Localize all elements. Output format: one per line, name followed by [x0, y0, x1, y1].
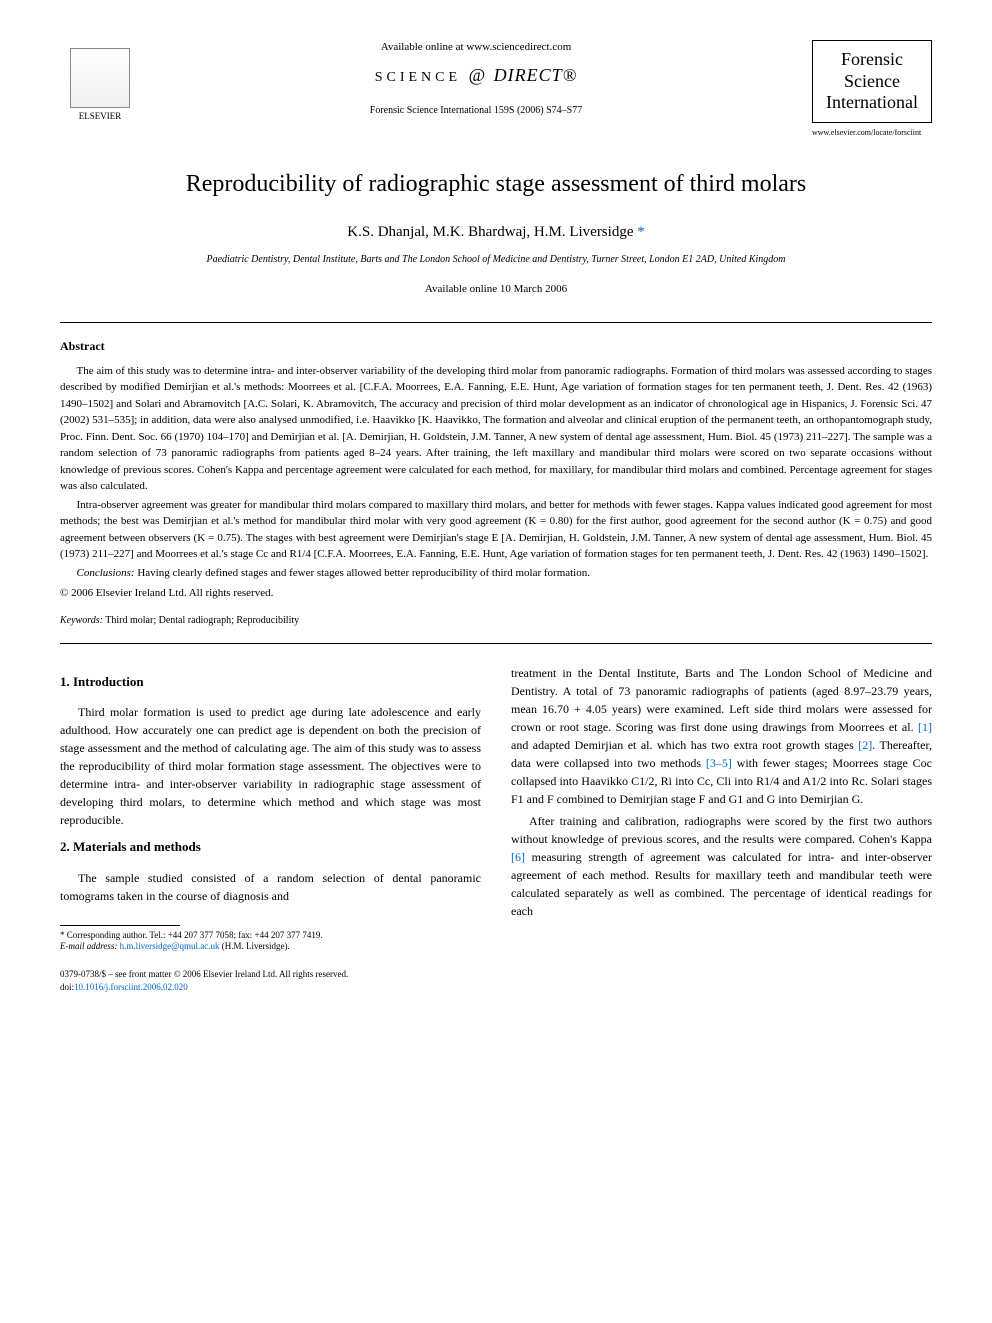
ref-3-5[interactable]: [3–5] — [706, 756, 732, 770]
right-column: treatment in the Dental Institute, Barts… — [511, 664, 932, 953]
publisher-name: ELSEVIER — [79, 110, 122, 123]
email-label: E-mail address: — [60, 941, 117, 951]
doi-line: doi:10.1016/j.forsciint.2006.02.020 — [60, 981, 932, 994]
sd-text-science: SCIENCE — [375, 70, 461, 85]
elsevier-tree-icon — [70, 48, 130, 108]
doi-footer: 0379-0738/$ – see front matter © 2006 El… — [60, 968, 932, 993]
journal-citation: Forensic Science International 159S (200… — [160, 104, 792, 118]
methods-para-1: The sample studied consisted of a random… — [60, 869, 481, 905]
methods-p3-end: measuring strength of agreement was calc… — [511, 850, 932, 918]
abstract-body: The aim of this study was to determine i… — [60, 363, 932, 602]
email-footnote: E-mail address: h.m.liversidge@qmul.ac.u… — [60, 941, 481, 953]
ref-2[interactable]: [2] — [858, 738, 872, 752]
methods-para-3: After training and calibration, radiogra… — [511, 812, 932, 920]
corresponding-footnote: * Corresponding author. Tel.: +44 207 37… — [60, 930, 481, 942]
header-row: ELSEVIER Available online at www.science… — [60, 40, 932, 138]
methods-para-2: treatment in the Dental Institute, Barts… — [511, 664, 932, 808]
left-column: 1. Introduction Third molar formation is… — [60, 664, 481, 953]
journal-url[interactable]: www.elsevier.com/locate/forsciint — [812, 127, 932, 138]
date-available: Available online 10 March 2006 — [60, 282, 932, 297]
abstract-heading: Abstract — [60, 338, 932, 355]
methods-p2-start: treatment in the Dental Institute, Barts… — [511, 666, 932, 734]
abstract-conclusions: Conclusions: Having clearly defined stag… — [60, 565, 932, 582]
divider-top — [60, 322, 932, 323]
article-title: Reproducibility of radiographic stage as… — [60, 168, 932, 202]
sd-direct-text: DIRECT® — [494, 65, 578, 85]
abstract-para-1: The aim of this study was to determine i… — [60, 363, 932, 495]
ref-1[interactable]: [1] — [918, 720, 932, 734]
keywords-label: Keywords: — [60, 615, 103, 626]
intro-text: Third molar formation is used to predict… — [60, 703, 481, 829]
elsevier-logo: ELSEVIER — [60, 40, 140, 130]
keywords-line: Keywords: Third molar; Dental radiograph… — [60, 614, 932, 628]
footnote-divider — [60, 925, 180, 926]
available-online-text: Available online at www.sciencedirect.co… — [160, 40, 792, 55]
journal-name-2: Science — [817, 71, 927, 93]
issn-line: 0379-0738/$ – see front matter © 2006 El… — [60, 968, 932, 981]
affiliation: Paediatric Dentistry, Dental Institute, … — [60, 253, 932, 267]
ref-6[interactable]: [6] — [511, 850, 525, 864]
journal-box-container: Forensic Science International www.elsev… — [812, 40, 932, 138]
journal-box: Forensic Science International — [812, 40, 932, 123]
doi-link[interactable]: 10.1016/j.forsciint.2006.02.020 — [74, 982, 188, 992]
divider-bottom — [60, 643, 932, 644]
methods-heading: 2. Materials and methods — [60, 837, 481, 857]
methods-p2-mid1: and adapted Demirjian et al. which has t… — [511, 738, 858, 752]
methods-p3-start: After training and calibration, radiogra… — [511, 814, 932, 846]
corresponding-star: * — [637, 224, 645, 240]
conclusions-text: Having clearly defined stages and fewer … — [135, 567, 590, 579]
abstract-para-2: Intra-observer agreement was greater for… — [60, 497, 932, 563]
copyright-line: © 2006 Elsevier Ireland Ltd. All rights … — [60, 585, 932, 602]
journal-name-3: International — [817, 92, 927, 114]
sciencedirect-logo: SCIENCE @ DIRECT® — [160, 63, 792, 88]
doi-label: doi: — [60, 982, 74, 992]
email-suffix: (H.M. Liversidge). — [219, 941, 289, 951]
authors-names: K.S. Dhanjal, M.K. Bhardwaj, H.M. Livers… — [347, 224, 633, 240]
conclusions-label: Conclusions: — [77, 567, 135, 579]
journal-name-1: Forensic — [817, 49, 927, 71]
intro-heading: 1. Introduction — [60, 672, 481, 692]
center-header: Available online at www.sciencedirect.co… — [140, 40, 812, 118]
authors-line: K.S. Dhanjal, M.K. Bhardwaj, H.M. Livers… — [60, 222, 932, 243]
email-link[interactable]: h.m.liversidge@qmul.ac.uk — [117, 941, 219, 951]
body-columns: 1. Introduction Third molar formation is… — [60, 664, 932, 953]
keywords-text: Third molar; Dental radiograph; Reproduc… — [103, 615, 299, 626]
sd-text-direct: @ — [469, 65, 487, 85]
